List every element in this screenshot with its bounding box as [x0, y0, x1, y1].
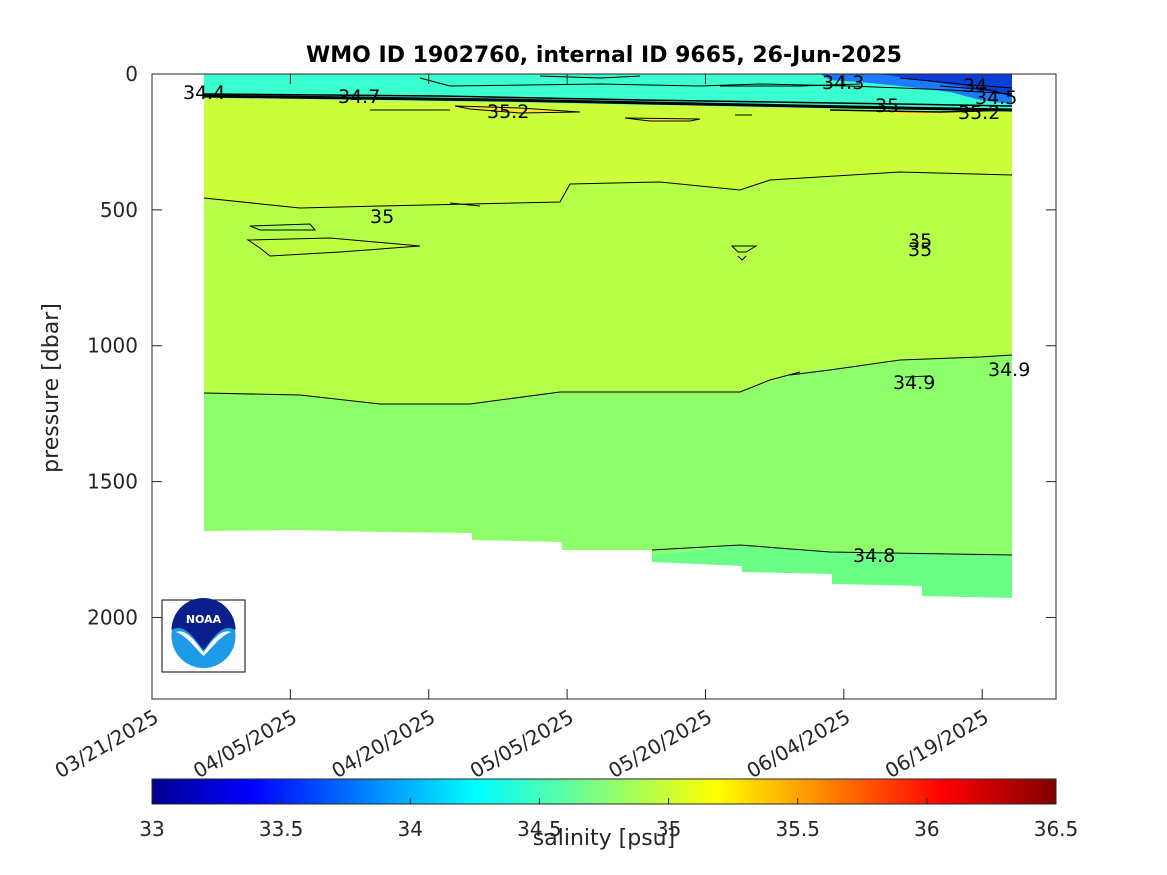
layer-intermediate [204, 172, 1012, 404]
y-tick-label: 1500 [87, 470, 138, 494]
logo-circle-top [171, 598, 236, 650]
colorbar-tick-label: 33 [139, 817, 164, 841]
y-tick-label: 500 [100, 198, 138, 222]
contour-label: 35 [908, 239, 932, 261]
contour-line [720, 83, 861, 87]
layer-surface-freshest [880, 74, 1012, 96]
x-tick-label: 04/05/2025 [189, 705, 301, 783]
contour-label: 34.9 [988, 359, 1030, 381]
chart-title: WMO ID 1902760, internal ID 9665, 26-Jun… [306, 43, 902, 68]
y-tick-label: 2000 [87, 605, 138, 629]
contour-line [249, 223, 317, 231]
colorbar-ticks: 33 33.5 34 34.5 35 35.5 36 36.5 [139, 798, 1078, 841]
layer-upper-salty [204, 98, 1012, 208]
contour-label: 35.2 [487, 101, 529, 123]
contour-line [454, 105, 581, 114]
x-tick-label: 05/20/2025 [604, 705, 716, 783]
contour-label: 35 [370, 206, 394, 228]
contour-line [203, 354, 1013, 405]
x-tick-label: 06/04/2025 [743, 705, 855, 783]
colorbar-tick-label: 34.5 [517, 817, 562, 841]
contour-labels: 34.4 34.7 35.2 34.3 34 34.5 35 35.2 35 3… [183, 72, 1030, 567]
contour-label: 34.3 [822, 72, 864, 94]
contour-line [730, 245, 758, 253]
contour-line [419, 77, 1013, 95]
colorbar-label: salinity [psu] [533, 826, 675, 851]
colorbar-tick-label: 35.5 [775, 817, 820, 841]
colorbar-tick-label: 34 [398, 817, 423, 841]
contour-line [203, 93, 1013, 107]
layer-deepest [652, 545, 1012, 598]
contour-line [904, 375, 931, 378]
y-ticks: 0 500 1000 1500 2000 [87, 62, 1056, 629]
axes-box [151, 73, 1057, 700]
contour-line [899, 77, 1013, 89]
contour-label: 34.5 [975, 87, 1017, 109]
contour-line [939, 85, 1013, 97]
contour-line [651, 544, 1013, 556]
contour-label: 35.2 [958, 102, 1000, 124]
contour-label: 34.8 [853, 545, 895, 567]
contour-line [449, 202, 481, 207]
contour-line [246, 237, 421, 257]
contour-line [539, 75, 641, 79]
contour-label: 34.7 [338, 86, 380, 108]
contour-lines [203, 75, 1013, 556]
contour-label: 35 [908, 230, 932, 252]
colorbar-tick-label: 33.5 [259, 817, 304, 841]
logo-text: NOAA [186, 613, 222, 626]
colorbar-tick-label: 35 [656, 817, 681, 841]
y-tick-label: 0 [125, 62, 138, 86]
patch-salty-1 [460, 106, 580, 113]
y-tick-label: 1000 [87, 334, 138, 358]
contour-line [829, 109, 1013, 113]
contour-line [203, 94, 1013, 112]
colorbar [151, 778, 1057, 805]
layer-deep [204, 355, 1012, 555]
x-tick-label: 05/05/2025 [466, 705, 578, 783]
colorbar-tick-label: 36 [914, 817, 939, 841]
contour-line [203, 171, 1013, 209]
noaa-logo: NOAA [161, 598, 246, 673]
contour-label: 34.4 [183, 82, 225, 104]
x-tick-label: 04/20/2025 [327, 705, 439, 783]
x-tick-label: 06/19/2025 [881, 705, 993, 783]
colorbar-tick-label: 36.5 [1034, 817, 1079, 841]
logo-gull-icon [176, 631, 231, 656]
contour-label: 35 [875, 95, 899, 117]
y-axis-label: pressure [dbar] [39, 303, 64, 473]
contour-line [624, 117, 701, 122]
contour-label: 34.9 [893, 372, 935, 394]
salinity-fill [204, 74, 1012, 598]
contour-label: 34 [963, 75, 987, 97]
contour-line [737, 255, 747, 261]
x-tick-label: 03/21/2025 [51, 705, 163, 783]
